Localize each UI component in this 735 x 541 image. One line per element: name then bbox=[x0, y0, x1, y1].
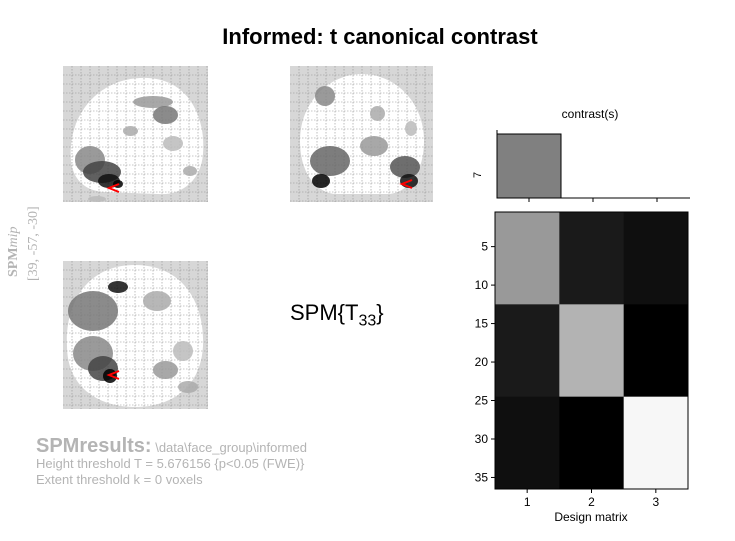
activation-blob bbox=[163, 136, 183, 151]
height-threshold: Height threshold T = 5.676156 {p<0.05 (F… bbox=[36, 456, 305, 471]
mip-cursor-axial bbox=[106, 370, 120, 380]
activation-blob bbox=[310, 146, 350, 176]
mip-label-mip: mip bbox=[6, 226, 21, 247]
design-matrix-cell bbox=[623, 396, 689, 490]
activation-blob bbox=[88, 196, 106, 202]
design-matrix-row-tick: 5 bbox=[481, 240, 488, 254]
results-path: \data\face_group\informed bbox=[151, 440, 307, 455]
activation-blob bbox=[390, 156, 420, 178]
design-matrix-cell bbox=[623, 212, 689, 305]
design-matrix-row-tick: 30 bbox=[475, 432, 489, 446]
statistic-df: 33 bbox=[358, 312, 377, 330]
design-matrix-row-tick: 25 bbox=[475, 394, 489, 408]
activation-blob bbox=[173, 341, 193, 361]
results-info: SPMresults: \data\face_group\informed He… bbox=[36, 435, 307, 488]
design-matrix-label: Design matrix bbox=[554, 510, 628, 524]
design-matrix-cell bbox=[559, 396, 625, 490]
activation-blob bbox=[133, 96, 173, 108]
design-matrix-cell bbox=[495, 304, 560, 398]
mip-cursor-coronal bbox=[399, 179, 413, 189]
activation-blob bbox=[108, 281, 128, 293]
activation-blob bbox=[315, 86, 335, 106]
contrast-bar-1 bbox=[496, 133, 562, 199]
activation-blob bbox=[405, 121, 417, 136]
design-matrix-cell bbox=[559, 212, 625, 305]
activation-blob bbox=[178, 381, 198, 393]
mip-coronal-view[interactable] bbox=[290, 66, 433, 202]
activation-blob bbox=[153, 106, 178, 124]
design-matrix-col-tick: 3 bbox=[652, 495, 659, 509]
contrast-index: 7 bbox=[472, 172, 484, 178]
activation-blob bbox=[312, 174, 330, 188]
design-matrix-col-tick: 1 bbox=[524, 495, 531, 509]
activation-blob bbox=[153, 361, 178, 379]
activation-blob bbox=[68, 291, 118, 331]
activation-blob bbox=[360, 136, 388, 156]
activation-blob bbox=[123, 126, 138, 136]
mip-axial-view[interactable] bbox=[63, 261, 208, 409]
design-matrix-row-tick: 10 bbox=[475, 278, 489, 292]
contrast-title: contrast(s) bbox=[561, 107, 619, 121]
activation-blob bbox=[370, 106, 385, 121]
statistic-name: SPM{T bbox=[290, 300, 359, 325]
mip-side-label: SPMmip [39, -57, -30] bbox=[6, 206, 41, 281]
mip-cursor-sagittal bbox=[106, 183, 120, 193]
mip-sagittal-view[interactable] bbox=[63, 66, 208, 202]
design-matrix-cell bbox=[495, 396, 560, 490]
mip-label-spm: SPM bbox=[6, 247, 21, 277]
activation-blob bbox=[143, 291, 171, 311]
design-matrix-cell bbox=[623, 304, 689, 398]
design-matrix-col-tick: 2 bbox=[588, 495, 595, 509]
design-matrix-cell bbox=[495, 212, 560, 305]
results-heading: SPMresults: bbox=[36, 435, 152, 457]
contrast-plot[interactable]: 7 bbox=[462, 120, 702, 212]
statistic-close: } bbox=[376, 300, 384, 325]
design-matrix-row-tick: 20 bbox=[475, 355, 489, 369]
figure-title: Informed: t canonical contrast bbox=[222, 24, 538, 49]
activation-blob bbox=[183, 166, 197, 176]
design-matrix-row-tick: 15 bbox=[475, 317, 489, 331]
svg-text:SPMmip: SPMmip bbox=[6, 226, 21, 277]
statistic-label: SPM{T33} bbox=[290, 300, 384, 330]
extent-threshold: Extent threshold k = 0 voxels bbox=[36, 472, 203, 487]
design-matrix-row-tick: 35 bbox=[475, 470, 489, 484]
mip-coordinates: [39, -57, -30] bbox=[26, 206, 41, 281]
design-matrix[interactable]: 5 10 15 20 25 30 35 1 2 3 bbox=[460, 206, 710, 511]
design-matrix-cell bbox=[559, 304, 625, 398]
